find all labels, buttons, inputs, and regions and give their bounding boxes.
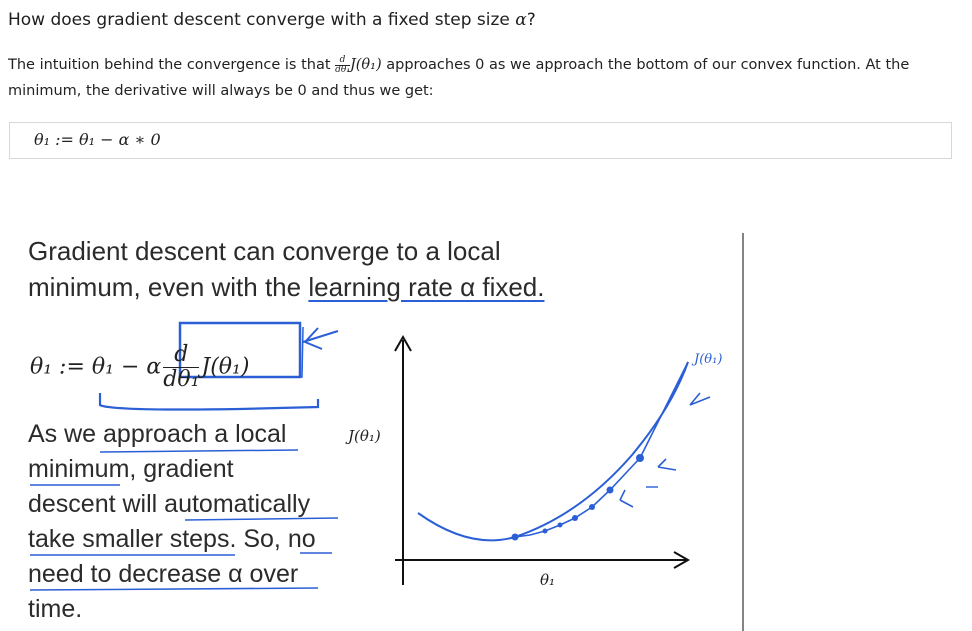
step-arrow [689,392,711,406]
equation-text: θ₁ := θ₁ − α ∗ 0 [34,130,161,149]
update-numerator: d [163,343,200,368]
note-line: minimum, gradient [28,455,234,483]
step-point [636,454,644,462]
fraction-numerator: d [335,55,350,66]
update-lhs: θ₁ := θ₁ − α [30,354,162,380]
step-point [606,486,614,494]
intro-paragraph: The intuition behind the convergence is … [8,52,948,104]
intro-part2: approaches 0 as we approach the bottom o… [8,57,910,99]
note-line: descent will automatically [28,490,311,518]
update-rule: θ₁ := θ₁ − α d dθ₁J(θ₁) [30,343,249,392]
box-shadow-stroke [183,326,304,378]
alpha-symbol: α [515,10,527,30]
step-point [542,528,548,534]
slide-note: As we approach a local minimum, gradient… [28,417,316,627]
slide-title-line-2b: learning rate α fixed. [308,272,545,302]
note-line: need to decrease α over [28,560,299,588]
slide-title-line-2a: minimum, even with the [28,272,309,302]
note-line: take smaller steps. So, no [28,525,316,553]
note-underline-3 [184,517,339,521]
note-line: time. [28,595,83,623]
slide-annotations: J(θ₁) θ₁ J(θ₁) [29,233,744,631]
fraction-denominator: dθ₁ [335,64,350,75]
update-function: J(θ₁) [201,354,250,380]
step-arrow [657,458,677,471]
slide-title: Gradient descent can converge to a local… [28,233,545,305]
cost-curve [417,361,689,542]
box-arrow [302,327,339,350]
equation-box: θ₁ := θ₁ − α ∗ 0 [9,122,952,159]
step-point [589,504,595,510]
question-suffix: ? [526,10,536,30]
question-title: How does gradient descent converge with … [8,10,536,30]
note-underline-1 [99,449,299,453]
step-point [572,515,578,521]
question-text: How does gradient descent converge with … [8,10,516,30]
step-point [557,522,563,528]
y-axis-arrowhead [394,334,412,352]
y-axis-label: J(θ₁) [345,427,381,445]
derivative-fraction: d dθ₁ [335,55,350,75]
handwritten-curve-label: J(θ₁) [691,352,722,367]
slide-title-line-1: Gradient descent can converge to a local [28,236,501,266]
note-underline-6 [29,587,319,591]
update-denominator: dθ₁ [163,367,200,392]
step-point [511,533,519,541]
intro-part1: The intuition behind the convergence is … [8,57,336,73]
x-axis-label: θ₁ [540,571,555,589]
update-fraction: d dθ₁ [163,343,200,392]
lecture-slide: J(θ₁) θ₁ J(θ₁) Gradient descent can conv… [0,215,972,631]
step-path [514,361,689,538]
step-arrow [619,489,634,508]
cost-function: J(θ₁) [349,57,382,73]
x-axis-arrowhead [673,551,691,569]
note-line: As we approach a local [28,420,287,448]
update-bracket [98,393,320,411]
